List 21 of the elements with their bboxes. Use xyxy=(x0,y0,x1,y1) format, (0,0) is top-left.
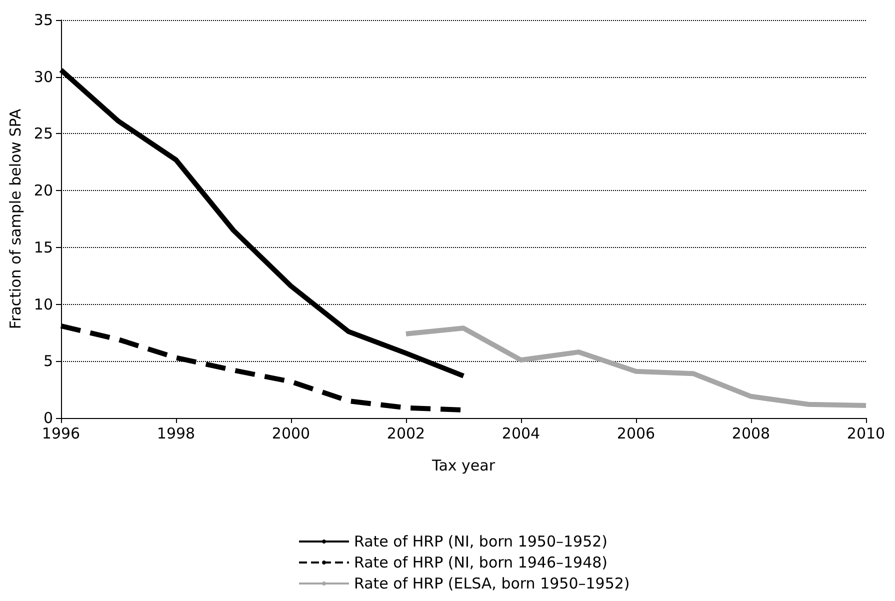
x-tick-label: 2002 xyxy=(386,424,426,442)
y-tick-label: 25 xyxy=(34,124,53,143)
legend-label: Rate of HRP (NI, born 1946–1948) xyxy=(354,554,608,572)
x-tick-label: 2000 xyxy=(272,424,310,442)
legend-label: Rate of HRP (ELSA, born 1950–1952) xyxy=(354,574,630,592)
y-tick-label: 15 xyxy=(34,238,53,256)
x-axis-title: Tax year xyxy=(431,456,496,474)
legend-label: Rate of HRP (NI, born 1950–1952) xyxy=(354,532,608,550)
y-tick-label: 30 xyxy=(34,68,53,86)
y-tick-label: 20 xyxy=(34,182,53,200)
y-tick-label: 0 xyxy=(43,409,53,427)
y-tick-label: 5 xyxy=(43,352,53,370)
x-tick-label: 1998 xyxy=(156,424,196,442)
y-tick-label: 10 xyxy=(34,295,53,314)
x-tick-label: 1996 xyxy=(42,424,80,442)
y-tick-label: 35 xyxy=(34,11,53,29)
x-tick-label: 2010 xyxy=(846,424,886,442)
y-axis-title: Fraction of sample below SPA xyxy=(6,108,24,330)
x-tick-label: 2008 xyxy=(732,424,770,442)
x-tick-label: 2006 xyxy=(616,424,656,442)
x-tick-label: 2004 xyxy=(502,424,540,442)
